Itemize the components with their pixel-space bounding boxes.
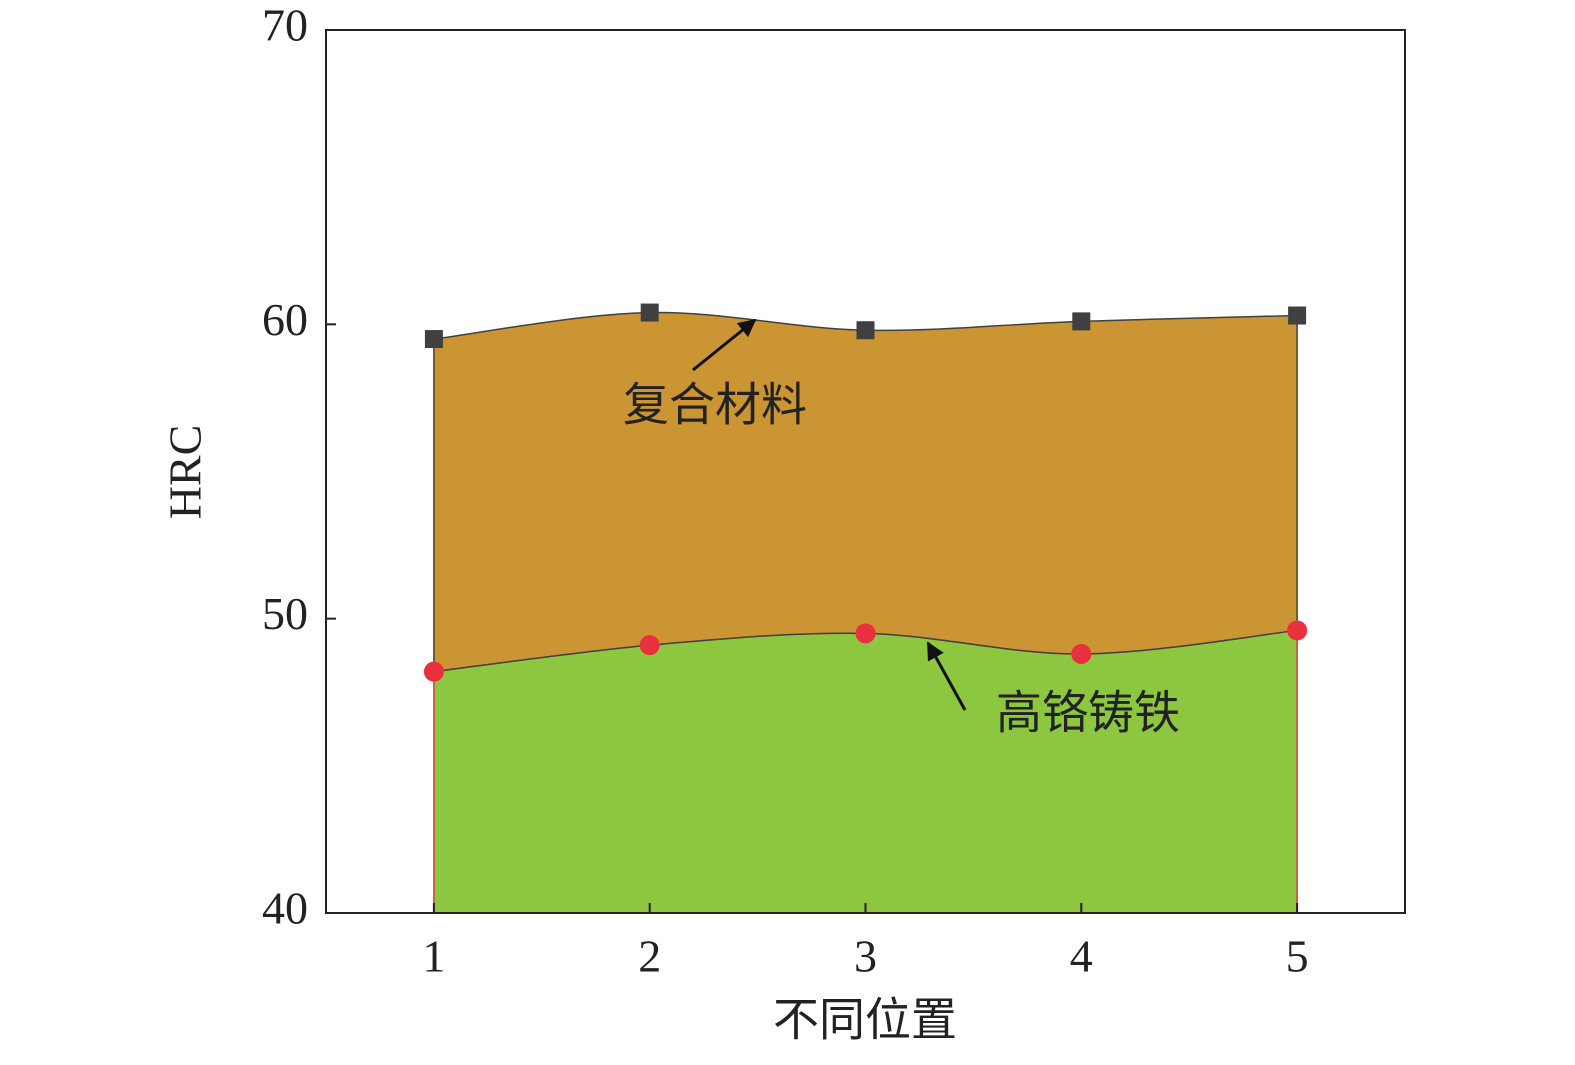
y-tick-label: 60 bbox=[262, 294, 308, 345]
annotation: 复合材料 bbox=[623, 380, 807, 431]
area bbox=[433, 629, 1298, 914]
marker bbox=[855, 623, 876, 644]
marker bbox=[1071, 643, 1092, 664]
fills bbox=[433, 311, 1298, 914]
marker bbox=[1288, 306, 1307, 325]
y-tick-label: 40 bbox=[262, 883, 308, 934]
x-tick-label: 2 bbox=[638, 931, 661, 982]
marker bbox=[423, 661, 444, 682]
marker bbox=[856, 321, 875, 340]
area bbox=[433, 311, 1298, 673]
annotation: 高铬铸铁 bbox=[996, 688, 1180, 739]
x-tick-label: 5 bbox=[1286, 931, 1309, 982]
annotation-arrow bbox=[692, 318, 757, 372]
marker bbox=[640, 303, 659, 322]
y-axis-label: HRC bbox=[160, 425, 211, 520]
marker bbox=[1072, 312, 1091, 331]
marker bbox=[639, 635, 660, 656]
marker bbox=[1287, 620, 1308, 641]
y-tick-label: 50 bbox=[262, 588, 308, 639]
marker bbox=[424, 330, 443, 349]
x-tick-label: 1 bbox=[422, 931, 445, 982]
y-tick-label: 70 bbox=[262, 0, 308, 51]
x-tick-label: 3 bbox=[854, 931, 877, 982]
x-tick-label: 4 bbox=[1070, 931, 1093, 982]
annotation-arrow bbox=[926, 641, 967, 711]
x-axis-label: 不同位置 bbox=[773, 995, 957, 1046]
